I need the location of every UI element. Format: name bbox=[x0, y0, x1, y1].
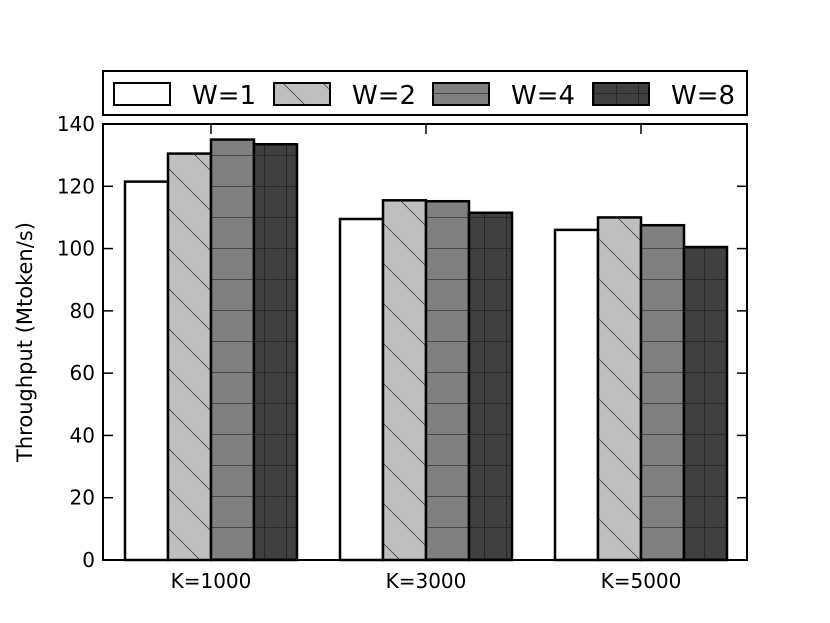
bar-hatch bbox=[254, 144, 297, 560]
legend-swatch-w1 bbox=[114, 83, 170, 105]
legend-swatch-hatch bbox=[593, 83, 649, 105]
y-tick-label: 0 bbox=[82, 548, 95, 572]
y-tick-label: 40 bbox=[70, 423, 95, 447]
plot-frame bbox=[102, 123, 748, 561]
x-tick-label: K=1000 bbox=[171, 569, 252, 593]
bar-w1-k5000 bbox=[555, 229, 598, 560]
x-tick-label: K=3000 bbox=[386, 569, 467, 593]
bar-hatch bbox=[641, 225, 684, 560]
legend-swatch-outline bbox=[592, 82, 650, 106]
y-tick-label: 100 bbox=[57, 237, 95, 261]
bar-hatch bbox=[469, 212, 512, 560]
bar-hatch bbox=[211, 139, 254, 561]
bar-hatch bbox=[598, 217, 641, 560]
legend-label-w2: W=2 bbox=[352, 81, 416, 111]
bars-group bbox=[123, 138, 729, 562]
y-tick-label: 20 bbox=[70, 486, 95, 510]
y-axis-label: Throughput (Mtoken/s) bbox=[13, 222, 37, 463]
x-tick-label: K=5000 bbox=[601, 569, 682, 593]
legend: W=1 W=2 W=4 W=8 bbox=[102, 70, 748, 116]
bar-w1-k1000 bbox=[125, 181, 168, 560]
legend-label-w4: W=4 bbox=[511, 81, 575, 111]
y-axis: 0 20 40 60 80 100 120 140 bbox=[57, 112, 747, 572]
bar-hatch bbox=[426, 201, 469, 560]
legend-swatch-outline bbox=[273, 82, 331, 106]
x-axis: K=1000 K=3000 K=5000 bbox=[171, 124, 682, 593]
legend-swatch-hatch bbox=[274, 83, 330, 105]
legend-swatch-outline bbox=[432, 82, 490, 106]
bar-hatch bbox=[684, 247, 727, 560]
legend-label-w8: W=8 bbox=[671, 81, 735, 111]
legend-swatch-hatch bbox=[433, 83, 489, 105]
legend-swatch-outline bbox=[113, 82, 171, 106]
y-tick-label: 60 bbox=[70, 361, 95, 385]
y-tick-label: 80 bbox=[70, 299, 95, 323]
bar-hatch bbox=[383, 200, 426, 561]
bar-hatch bbox=[168, 153, 211, 561]
y-tick-label: 120 bbox=[57, 174, 95, 198]
legend-label-w1: W=1 bbox=[192, 81, 256, 111]
y-tick-label: 140 bbox=[57, 112, 95, 136]
bar-w1-k3000 bbox=[340, 218, 383, 560]
